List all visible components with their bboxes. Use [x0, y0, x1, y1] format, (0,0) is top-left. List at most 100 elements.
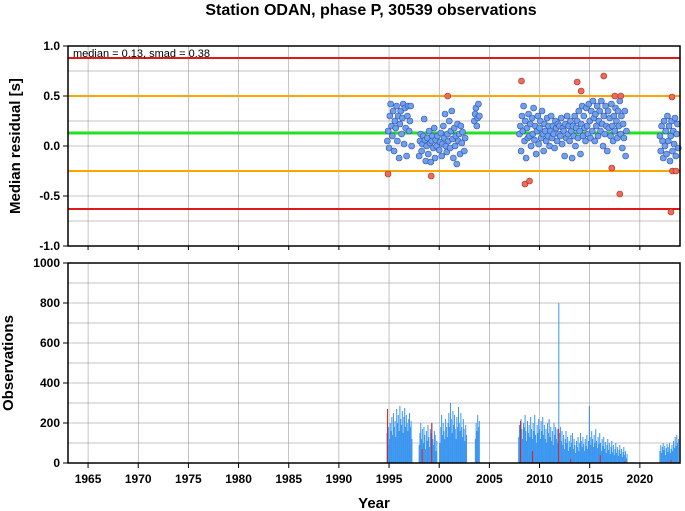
observation-bar — [556, 429, 558, 463]
observations-y-ticks: 0 200 400 600 800 1000 — [33, 256, 68, 470]
residual-point — [407, 102, 415, 110]
observation-bar — [585, 446, 587, 463]
observation-bar — [518, 425, 520, 463]
observation-bar — [445, 419, 447, 463]
observation-bar — [659, 451, 661, 463]
residual-point — [431, 154, 439, 162]
residual-point — [532, 150, 540, 158]
residual-point — [400, 140, 408, 148]
observation-bar — [425, 431, 427, 463]
observation-bar — [463, 429, 465, 463]
residual-x-ticks — [87, 246, 641, 250]
observation-bar — [592, 447, 594, 463]
observation-bar — [428, 437, 430, 463]
residual-point — [473, 122, 481, 130]
observation-bar — [568, 441, 570, 463]
residual-point — [521, 117, 529, 125]
residual-point — [582, 137, 589, 145]
residual-point — [476, 112, 483, 120]
residual-point — [459, 128, 466, 136]
residual-point — [408, 142, 415, 150]
residual-point — [666, 157, 674, 165]
residual-point — [387, 100, 394, 108]
residual-outlier-point — [672, 167, 680, 175]
residual-outlier-point — [577, 87, 585, 95]
residual-point — [395, 154, 403, 162]
year-tick-label: 1970 — [125, 472, 152, 486]
residual-point — [589, 97, 597, 105]
residual-point — [418, 147, 425, 155]
residual-point — [591, 137, 599, 145]
observation-bar — [594, 443, 596, 463]
observation-bar — [600, 443, 602, 463]
observation-bar — [449, 427, 451, 463]
residual-point — [527, 142, 535, 150]
observation-bar — [605, 453, 607, 463]
residual-point — [458, 139, 466, 147]
observation-bar — [429, 429, 431, 463]
observation-bars — [386, 303, 679, 463]
observation-bar — [608, 443, 610, 463]
observation-bar — [611, 441, 613, 463]
observation-bar — [541, 431, 543, 463]
observation-bar — [522, 423, 524, 463]
residual-outlier-point — [384, 170, 392, 178]
observation-bar — [525, 431, 527, 463]
residual-outlier-point — [617, 92, 625, 100]
observation-bar — [536, 425, 538, 463]
residual-y-ticks: -1.0 -0.5 0.0 0.5 1.0 — [39, 39, 68, 253]
observation-bar — [543, 435, 545, 463]
observation-bar — [552, 445, 554, 463]
observation-bar — [660, 445, 662, 463]
residual-point — [620, 134, 628, 142]
observation-bar — [542, 417, 544, 463]
observation-bar — [436, 441, 438, 463]
year-tick-label: 1965 — [75, 472, 102, 486]
observation-bar — [612, 452, 614, 463]
outlier-observation-bar — [387, 409, 389, 463]
observation-bar — [532, 423, 534, 463]
residual-point — [618, 112, 625, 120]
observation-bar — [447, 423, 449, 463]
observation-bar — [422, 443, 424, 463]
residual-point — [660, 117, 668, 125]
observations-y-tick-label: 600 — [40, 336, 60, 350]
observation-bar — [571, 433, 573, 463]
observation-bar — [583, 451, 585, 463]
observation-bar — [440, 427, 442, 463]
observation-bar — [420, 423, 422, 463]
observation-bar — [426, 441, 428, 463]
residual-outlier-point — [600, 72, 608, 80]
observation-bar — [589, 437, 591, 463]
observation-bar — [661, 453, 663, 463]
observation-bar — [597, 437, 599, 463]
observation-bar — [466, 435, 468, 463]
residual-point — [392, 124, 399, 132]
observation-bar — [587, 449, 589, 463]
observation-bar — [388, 427, 390, 463]
observation-bar — [392, 435, 394, 463]
observation-bar — [563, 435, 565, 463]
observation-bar — [545, 429, 547, 463]
observation-bar — [677, 443, 679, 463]
observation-bar — [579, 443, 581, 463]
residual-outlier-point — [668, 93, 676, 101]
residual-point — [566, 137, 573, 145]
observation-bar — [531, 429, 533, 463]
observation-bar — [386, 433, 388, 463]
outlier-observation-bar — [519, 421, 521, 463]
residual-point — [384, 127, 392, 135]
year-tick-label: 2010 — [526, 472, 553, 486]
observation-bar — [530, 417, 532, 463]
observation-bar — [673, 448, 675, 463]
outlier-observation-bar — [624, 461, 626, 463]
residual-point — [619, 120, 627, 128]
observation-bar — [518, 437, 520, 463]
observation-bar — [674, 437, 676, 463]
observation-bar — [554, 435, 556, 463]
chart-title: Station ODAN, phase P, 30539 observation… — [205, 2, 536, 19]
observation-bar — [430, 433, 432, 463]
observation-bar — [462, 419, 464, 463]
residual-point — [461, 134, 469, 142]
observation-bar — [400, 425, 402, 463]
